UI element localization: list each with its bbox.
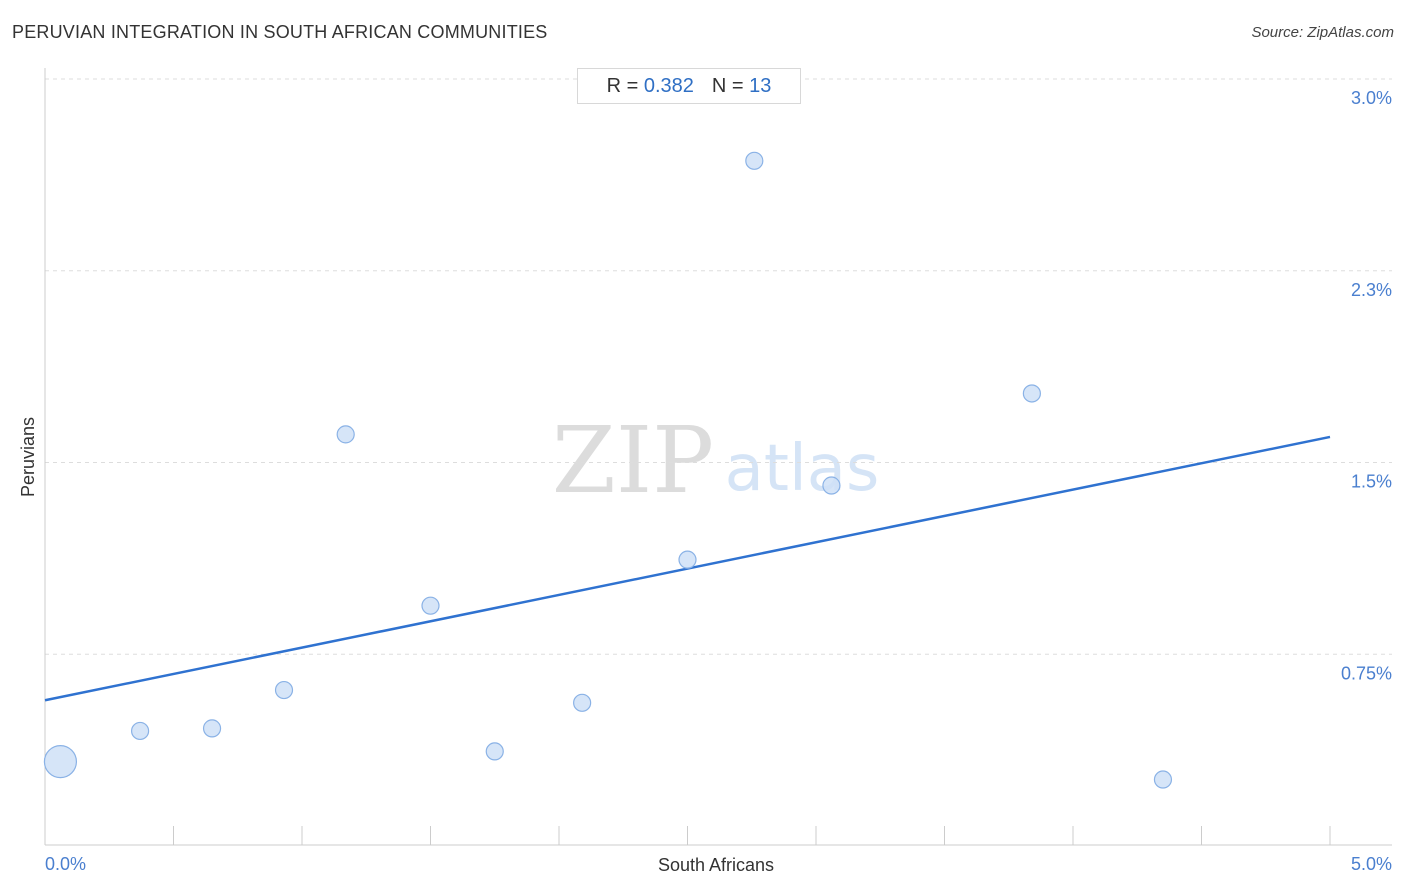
data-points [43, 151, 1173, 789]
data-point [202, 719, 222, 738]
data-point [678, 550, 697, 569]
axis-labels: South Africans Peruvians 0.75% 1.5% 2.3% 3.… [18, 88, 1392, 875]
gridlines [45, 78, 1392, 655]
data-point [274, 680, 294, 700]
data-point [822, 476, 841, 495]
source-label: Source: ZipAtlas.com [1251, 24, 1394, 41]
data-point [485, 742, 504, 761]
chart-title: PERUVIAN INTEGRATION IN SOUTH AFRICAN CO… [12, 22, 548, 42]
axes [44, 68, 1392, 846]
watermark-atlas: atlas [725, 432, 880, 506]
n-label: N = [711, 74, 744, 97]
x-axis-label: South Africans [658, 855, 774, 875]
data-point [336, 425, 355, 444]
y-tick-label: 1.5% [1351, 472, 1392, 492]
data-point [1153, 770, 1173, 789]
y-axis-label: Peruvians [18, 417, 38, 497]
y-tick-label: 0.75% [1341, 663, 1392, 683]
data-point [1022, 384, 1041, 403]
watermark-zip: ZIP [552, 407, 714, 514]
x-tick-label: 0.0% [45, 854, 86, 874]
n-value: 13 [749, 74, 772, 97]
y-tick-label: 3.0% [1351, 88, 1392, 108]
r-label: R = [606, 74, 639, 97]
x-tick-label: 5.0% [1351, 854, 1392, 874]
y-tick-label: 2.3% [1351, 280, 1392, 300]
data-point [421, 596, 440, 615]
data-point [130, 721, 150, 741]
zipatlas-watermark: ZIP atlas [552, 407, 879, 514]
data-point [745, 151, 764, 170]
stats-box: R = 0.382 N = 13 [577, 68, 801, 104]
r-value: 0.382 [643, 74, 694, 97]
data-point [573, 693, 592, 712]
data-point [43, 745, 78, 779]
